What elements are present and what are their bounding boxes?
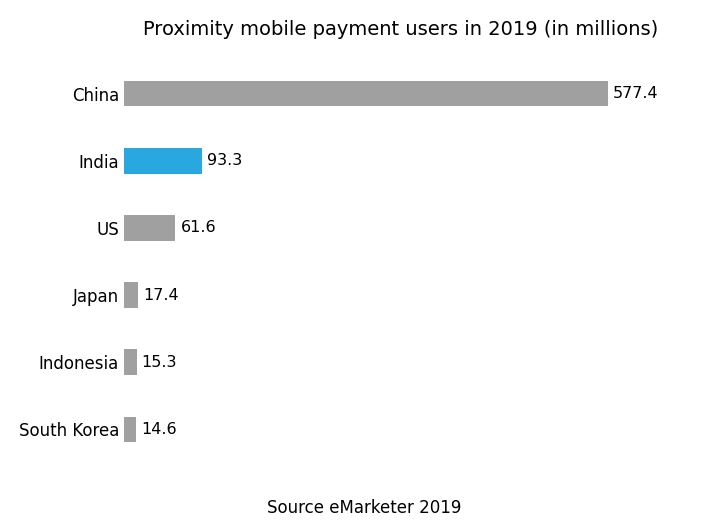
Text: Source eMarketer 2019: Source eMarketer 2019 <box>267 498 461 517</box>
Text: 15.3: 15.3 <box>142 355 177 370</box>
Bar <box>124 349 137 375</box>
Bar <box>124 148 202 174</box>
Text: 14.6: 14.6 <box>141 422 177 437</box>
Title: Proximity mobile payment users in 2019 (in millions): Proximity mobile payment users in 2019 (… <box>143 20 658 39</box>
Bar <box>124 417 136 442</box>
Text: 577.4: 577.4 <box>613 86 658 101</box>
Bar <box>124 282 138 308</box>
Bar <box>124 81 608 106</box>
Text: 93.3: 93.3 <box>207 153 242 168</box>
Text: 61.6: 61.6 <box>181 220 216 235</box>
Text: 17.4: 17.4 <box>143 288 179 303</box>
Bar <box>124 215 175 241</box>
